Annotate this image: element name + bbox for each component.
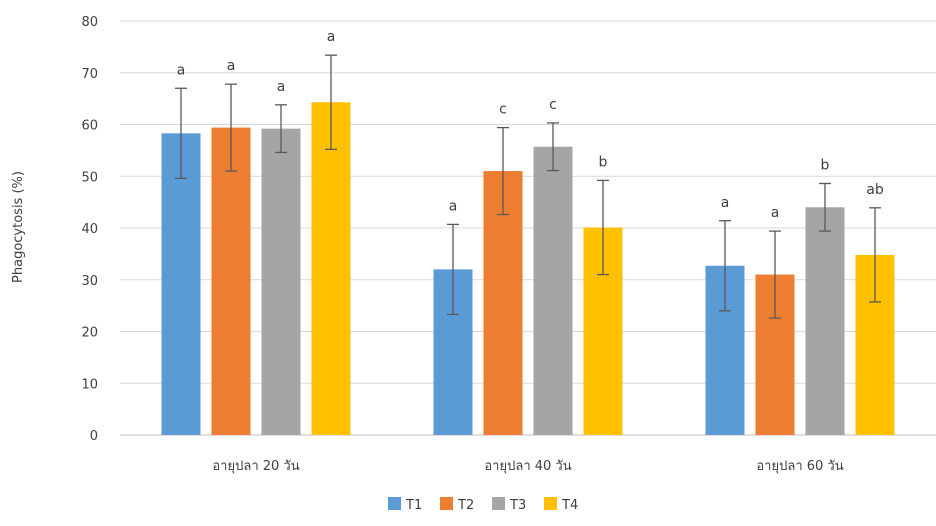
significance-label: a (177, 62, 186, 78)
error-bars (175, 54, 881, 319)
legend-label: T3 (509, 498, 526, 513)
bar-t4 (311, 102, 351, 435)
significance-label: a (449, 198, 458, 214)
x-category-label: อายุปลา 60 วัน (756, 459, 843, 474)
significance-label: a (771, 205, 780, 221)
bar-t3 (805, 207, 845, 435)
significance-label: ab (866, 182, 884, 198)
y-tick-label: 80 (81, 15, 98, 30)
legend-swatch-t3 (492, 497, 505, 510)
significance-label: a (327, 29, 336, 45)
legend-swatch-t2 (440, 497, 453, 510)
y-tick-label: 30 (81, 274, 98, 289)
y-tick-label: 20 (81, 326, 98, 341)
bar-t3 (261, 128, 301, 435)
gridlines (120, 20, 936, 436)
y-tick-label: 70 (81, 67, 98, 82)
legend-label: T4 (561, 498, 578, 513)
significance-label: b (599, 154, 608, 170)
legend: T1 T2 T3 T4 (388, 497, 578, 513)
bar-t1 (161, 133, 201, 436)
x-category-label: อายุปลา 40 วัน (484, 459, 571, 474)
x-axis-categories: อายุปลา 20 วัน อายุปลา 40 วัน อายุปลา 60 ว… (212, 459, 843, 474)
significance-label: b (821, 157, 830, 173)
bar-t2 (211, 127, 251, 435)
y-tick-label: 10 (81, 377, 98, 392)
y-axis-label: Phagocytosis (%) (11, 171, 26, 283)
y-tick-label: 0 (90, 429, 98, 444)
significance-label: a (277, 79, 286, 95)
y-tick-label: 60 (81, 119, 98, 134)
y-tick-label: 50 (81, 170, 98, 185)
y-tick-label: 40 (81, 222, 98, 237)
significance-label: a (721, 195, 730, 211)
significance-label: a (227, 58, 236, 74)
legend-label: T1 (405, 498, 422, 513)
y-axis-ticks: 0 10 20 30 40 50 60 70 80 (81, 15, 98, 444)
x-category-label: อายุปลา 20 วัน (212, 459, 299, 474)
legend-swatch-t1 (388, 497, 401, 510)
significance-label: c (549, 97, 557, 113)
legend-label: T2 (457, 498, 474, 513)
bars (161, 102, 895, 436)
bar-t3 (533, 146, 573, 435)
significance-label: c (499, 102, 507, 118)
legend-swatch-t4 (544, 497, 557, 510)
